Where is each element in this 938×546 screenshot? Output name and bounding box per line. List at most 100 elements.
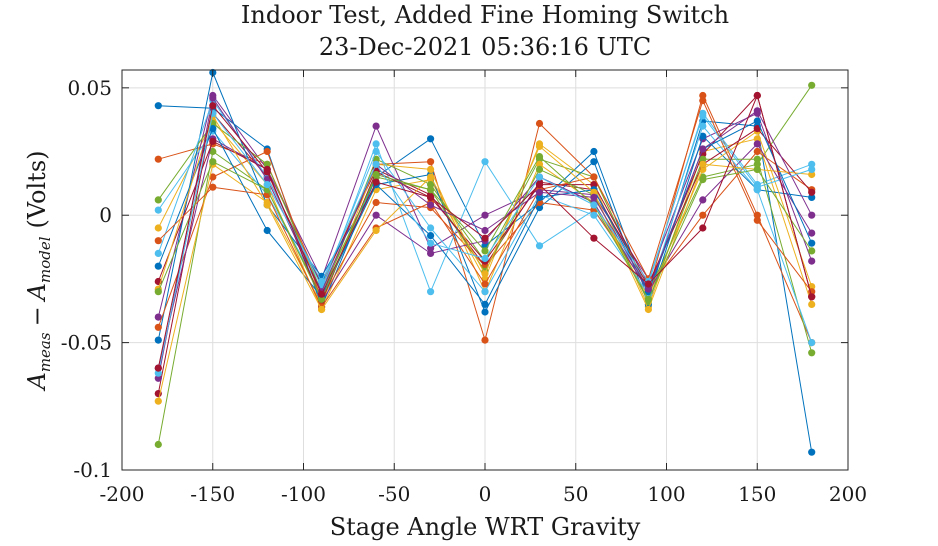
data-point xyxy=(209,137,217,145)
data-point xyxy=(753,140,761,148)
data-point xyxy=(808,229,816,237)
data-point xyxy=(535,160,544,168)
axis-ticks: -200 -150 -100 -50 0 50 100 150 200 -0.1 -0.05 0 0.0… xyxy=(61,70,867,506)
data-point xyxy=(808,170,816,179)
data-point xyxy=(154,397,162,405)
data-point xyxy=(427,135,435,143)
data-point xyxy=(753,155,761,163)
data-point xyxy=(427,224,435,232)
data-point xyxy=(154,249,162,257)
data-point xyxy=(808,448,816,456)
data-point xyxy=(154,374,162,382)
data-point xyxy=(699,224,707,232)
data-point xyxy=(753,165,761,173)
data-point xyxy=(808,247,816,255)
data-point xyxy=(154,155,162,163)
data-point xyxy=(808,81,816,89)
data-point xyxy=(699,97,707,105)
data-point xyxy=(753,147,761,156)
data-point xyxy=(808,188,816,196)
data-point xyxy=(154,364,162,372)
data-point xyxy=(427,244,435,252)
data-point xyxy=(427,165,435,173)
data-point xyxy=(535,153,544,161)
x-tick-label: -150 xyxy=(190,482,235,506)
data-point xyxy=(427,158,435,166)
data-point xyxy=(481,247,489,255)
data-point xyxy=(699,155,707,163)
data-point xyxy=(644,285,653,293)
data-point xyxy=(209,183,217,191)
data-point xyxy=(154,262,162,270)
data-point xyxy=(427,232,435,240)
data-point xyxy=(318,290,326,298)
data-point xyxy=(427,173,435,181)
data-point xyxy=(753,91,761,100)
x-axis-label: Stage Angle WRT Gravity xyxy=(330,513,641,541)
y-label-base-2: A xyxy=(23,283,51,302)
y-label-sub-2: model xyxy=(36,236,54,283)
data-point xyxy=(372,178,380,186)
data-point xyxy=(481,234,489,242)
data-point xyxy=(590,181,598,189)
data-point xyxy=(318,295,326,303)
data-point xyxy=(481,254,489,263)
data-point xyxy=(481,270,489,278)
data-point xyxy=(808,300,816,308)
data-point xyxy=(753,125,761,133)
data-point xyxy=(535,142,544,150)
data-point xyxy=(372,147,380,156)
data-point xyxy=(481,288,489,296)
data-point xyxy=(699,145,707,153)
data-point xyxy=(699,122,707,130)
series-20 xyxy=(154,109,816,377)
data-point xyxy=(209,125,217,133)
data-point xyxy=(263,226,271,235)
data-point xyxy=(209,102,217,110)
data-point xyxy=(427,186,435,194)
data-point xyxy=(753,107,761,115)
x-tick-label: 50 xyxy=(563,482,588,506)
data-point xyxy=(209,158,217,166)
data-point xyxy=(427,181,435,189)
data-point xyxy=(808,257,816,265)
x-tick-label: -100 xyxy=(281,482,326,506)
data-point xyxy=(699,211,707,219)
data-point xyxy=(263,160,271,168)
y-label-sub-1: meas xyxy=(36,332,54,372)
y-tick-label: 0.05 xyxy=(67,76,112,100)
data-point xyxy=(372,140,380,148)
data-point xyxy=(372,198,380,207)
data-point xyxy=(535,173,544,181)
data-point xyxy=(372,211,380,219)
data-point xyxy=(263,168,271,176)
data-point xyxy=(318,305,326,314)
data-point xyxy=(154,369,162,377)
data-point xyxy=(535,165,544,173)
data-point xyxy=(263,181,271,189)
data-point xyxy=(481,308,489,316)
data-point xyxy=(535,188,544,196)
data-point xyxy=(427,193,435,201)
data-point xyxy=(154,440,162,449)
data-point xyxy=(753,216,761,224)
data-point xyxy=(209,173,217,181)
data-point xyxy=(808,339,816,347)
data-point xyxy=(481,226,489,235)
data-point xyxy=(644,280,653,288)
data-point xyxy=(535,181,544,189)
data-point xyxy=(699,112,707,120)
y-tick-label: -0.05 xyxy=(61,331,112,355)
data-point xyxy=(808,193,816,201)
data-point xyxy=(808,165,816,173)
data-point xyxy=(481,158,489,166)
data-point xyxy=(699,91,707,100)
data-point xyxy=(263,176,271,184)
data-point xyxy=(263,201,271,209)
data-point xyxy=(372,160,380,168)
data-point xyxy=(372,226,380,235)
data-point xyxy=(535,204,544,212)
data-point xyxy=(590,234,598,242)
data-point xyxy=(590,158,598,166)
data-point xyxy=(154,206,162,214)
